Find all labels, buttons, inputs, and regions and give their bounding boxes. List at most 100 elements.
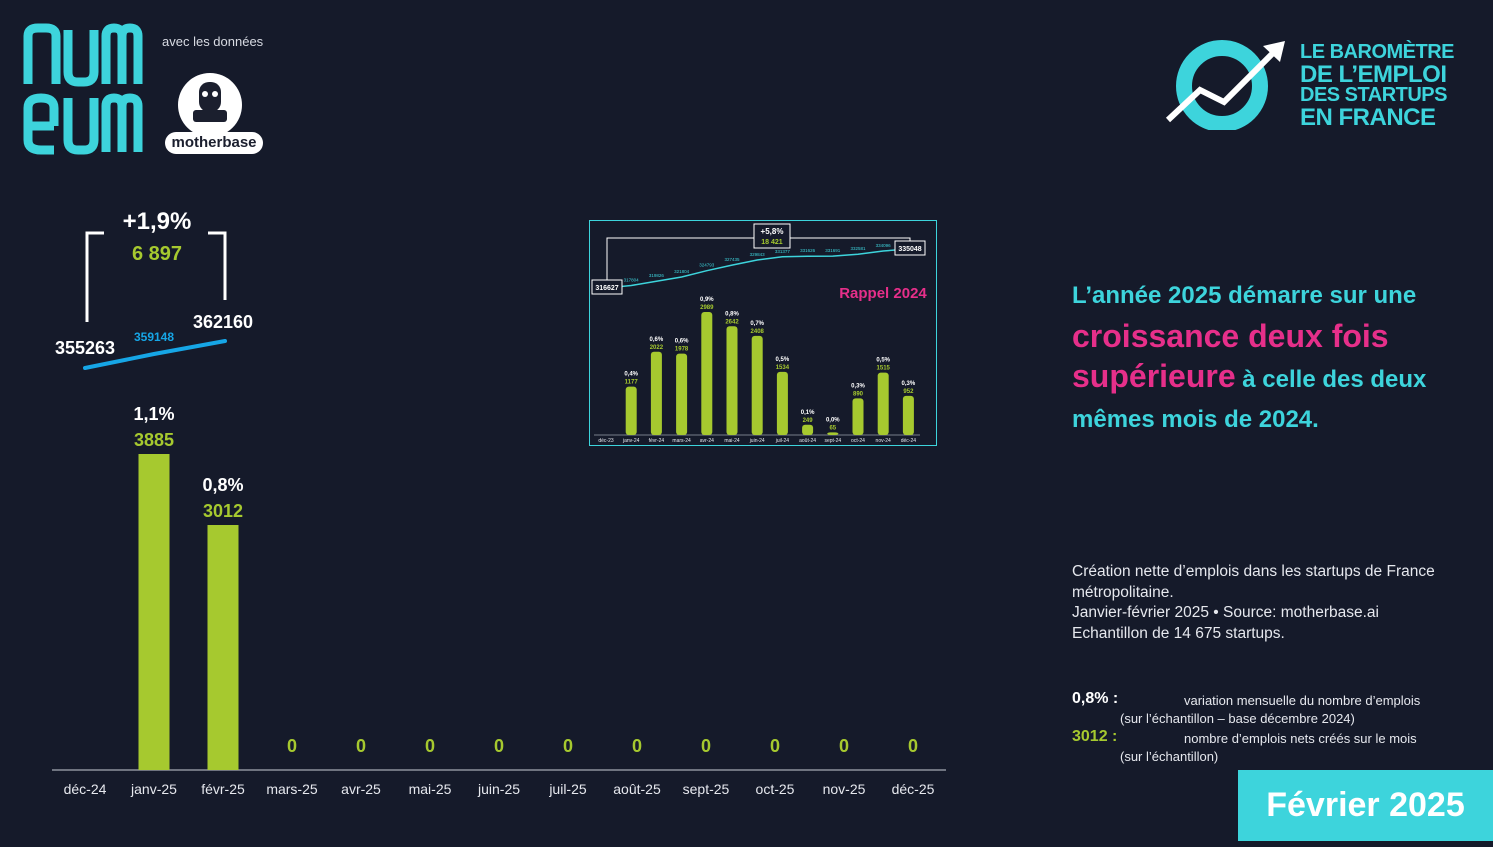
inset-bar-percent-label: 0,0% — [826, 417, 840, 423]
cumulative-line — [83, 339, 227, 370]
inset-x-tick-label: janv-24 — [622, 438, 640, 444]
inset-bar-percent-label: 0,7% — [750, 321, 764, 327]
source-line: Janvier-février 2025 • Source: motherbas… — [1072, 604, 1379, 621]
inset-bar — [902, 395, 914, 435]
source-line: Création nette d’emplois dans les startu… — [1072, 563, 1435, 601]
inset-bar — [650, 351, 662, 435]
x-tick-label: juil-25 — [548, 781, 587, 797]
inset-bar-value-label: 65 — [829, 425, 836, 431]
x-tick-label: déc-25 — [892, 781, 935, 797]
bracket-jobs: 6 897 — [132, 243, 182, 265]
legend-row: 0,8% : variation mensuelle du nombre d’e… — [1072, 690, 1482, 728]
inset-bar-value-label: 1534 — [776, 365, 790, 371]
bar — [138, 454, 170, 770]
inset-bar — [751, 335, 763, 435]
inset-bar — [827, 432, 839, 435]
bar — [207, 525, 239, 770]
headline-line: L’année 2025 démarre sur une — [1072, 282, 1417, 309]
bar-value-label: 0 — [563, 736, 573, 756]
headline-highlight: croissance deux fois — [1072, 318, 1389, 354]
inset-bar-value-label: 890 — [853, 391, 864, 397]
inset-bar — [877, 372, 889, 435]
inset-bracket-percent: +5,8% — [761, 227, 784, 236]
cumulative-label: 355263 — [55, 338, 115, 358]
inset-cumulative-label: 321804 — [674, 269, 690, 274]
x-tick-label: déc-24 — [64, 781, 107, 797]
headline: L’année 2025 démarre sur une croissance … — [1072, 276, 1482, 440]
inset-bar-value-label: 1515 — [877, 366, 891, 372]
legend-key: 0,8% : — [1072, 690, 1119, 707]
inset-x-tick-label: mai-24 — [724, 438, 740, 444]
inset-bar — [726, 326, 738, 435]
source-note: Création nette d’emplois dans les startu… — [1072, 562, 1482, 644]
bar-value-label: 0 — [701, 736, 711, 756]
inset-cumulative-label: 331377 — [775, 249, 791, 254]
inset-cumulative-label: 327435 — [724, 257, 740, 262]
bar-value-label: 0 — [425, 736, 435, 756]
inset-cumulative-label: 331626 — [800, 248, 816, 253]
inset-bar-percent-label: 0,5% — [776, 357, 790, 363]
inset-x-tick-label: févr-24 — [649, 438, 665, 444]
inset-cumulative-label: 334096 — [876, 243, 892, 248]
motherbase-logo-text: motherbase — [165, 132, 263, 154]
inset-bar — [625, 386, 637, 435]
inset-cumulative-line — [605, 248, 909, 289]
x-tick-label: mars-25 — [266, 781, 318, 797]
bar-value-label: 0 — [632, 736, 642, 756]
bar-percent-label: 0,8% — [202, 475, 243, 495]
inset-bar-value-label: 1177 — [625, 380, 639, 386]
x-tick-label: janv-25 — [130, 781, 177, 797]
barometer-title-line: DE L’EMPLOI — [1300, 60, 1447, 88]
bar-value-label: 0 — [839, 736, 849, 756]
inset-growth-bracket — [606, 237, 911, 280]
inset-x-tick-label: mars-24 — [672, 438, 691, 444]
inset-bar-value-label: 1978 — [675, 347, 689, 353]
growth-bracket — [85, 231, 227, 322]
inset-x-tick-label: juil-24 — [775, 438, 790, 444]
inset-bracket-jobs: 18 421 — [761, 239, 783, 246]
barometer-title-line: LE BAROMÈTRE — [1300, 41, 1455, 63]
inset-x-tick-label: nov-24 — [876, 438, 892, 444]
inset-cumulative-label: 324793 — [699, 263, 715, 268]
inset-bar — [852, 398, 864, 435]
inset-cumulative-label: 332581 — [850, 246, 866, 251]
source-line: Echantillon de 14 675 startups. — [1072, 624, 1285, 642]
inset-title: Rappel 2024 — [839, 285, 927, 302]
x-tick-label: avr-25 — [341, 781, 381, 797]
inset-bar-percent-label: 0,5% — [876, 358, 890, 364]
inset-bar-percent-label: 0,8% — [725, 311, 739, 317]
inset-bracket-box — [753, 223, 791, 249]
inset-bar-percent-label: 0,6% — [650, 337, 664, 343]
x-tick-label: sept-25 — [683, 781, 730, 797]
inset-cumulative-label: 335048 — [898, 246, 921, 253]
inset-bar — [776, 371, 788, 435]
inset-cumulative-label: 331691 — [825, 248, 841, 253]
inset-x-tick-label: déc-24 — [901, 438, 917, 444]
inset-bar-value-label: 2022 — [650, 345, 664, 351]
bar-percent-label: 1,1% — [133, 404, 174, 424]
motherbase-logo-icon — [178, 73, 242, 137]
bar-value-label: 0 — [356, 736, 366, 756]
inset-bar-percent-label: 0,9% — [700, 297, 714, 303]
headline-line: à celle des deux — [1235, 366, 1427, 393]
bar-value-label: 3012 — [203, 501, 243, 521]
inset-bar — [802, 424, 814, 435]
inset-bar — [676, 353, 688, 435]
inset-bar — [701, 312, 713, 435]
headline-line: mêmes mois de 2024. — [1072, 406, 1319, 433]
bar-value-label: 0 — [770, 736, 780, 756]
inset-bar-value-label: 2408 — [751, 329, 765, 335]
inset-bar-percent-label: 0,3% — [902, 381, 916, 387]
cumulative-label: 359148 — [134, 330, 174, 344]
inset-cumulative-label: 319826 — [649, 273, 665, 278]
inset-x-tick-label: oct-24 — [851, 438, 865, 444]
x-tick-label: févr-25 — [201, 781, 245, 797]
inset-bar-value-label: 2642 — [725, 319, 739, 325]
legend-key: 3012 : — [1072, 728, 1118, 745]
inset-bar-percent-label: 0,4% — [624, 372, 638, 378]
inset-x-tick-label: sept-24 — [824, 438, 841, 444]
barometer-title-line: EN FRANCE — [1300, 103, 1436, 131]
inset-cumulative-label: 329843 — [750, 252, 766, 257]
x-tick-label: nov-25 — [823, 781, 866, 797]
x-tick-label: oct-25 — [756, 781, 795, 797]
